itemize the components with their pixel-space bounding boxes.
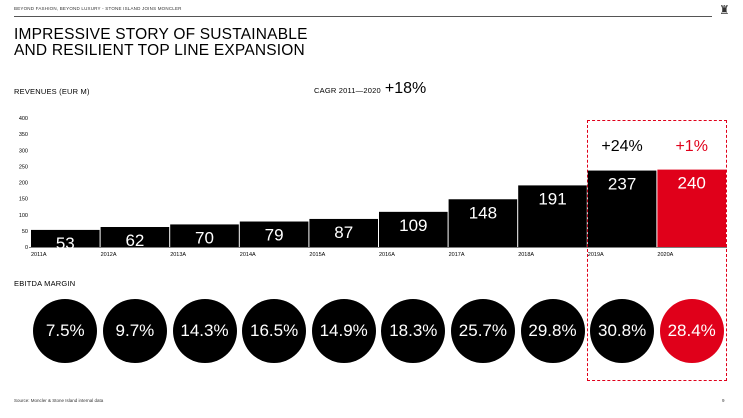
y-tick-label-8: 400	[19, 116, 28, 122]
bar-2019A	[587, 170, 657, 247]
x-tick-label-2011A: 2011A	[31, 252, 47, 258]
ebitda-circle-2011A: 7.5%	[33, 299, 98, 363]
x-tick-label-2020A: 2020A	[657, 252, 673, 258]
bar-2020A	[657, 169, 726, 247]
y-tick-label-3: 150	[19, 197, 28, 203]
header-breadcrumb: BEYOND FASHION, BEYOND LUXURY - STONE IS…	[14, 6, 182, 11]
ebitda-circle-2014A: 16.5%	[242, 299, 307, 363]
y-tick-label-4: 200	[19, 181, 28, 187]
y-tick-label-5: 250	[19, 164, 28, 170]
cagr-callout: CAGR 2011—2020 +18%	[314, 80, 426, 98]
cagr-value: +18%	[384, 80, 427, 97]
bar-2012A	[100, 227, 170, 247]
bar-value-label-2016A: 109	[399, 216, 427, 235]
revenues-label: REVENUES (EUR M)	[14, 87, 90, 96]
bar-value-label-2011A: 53	[56, 234, 75, 253]
page-title: IMPRESSIVE STORY OF SUSTAINABLE AND RESI…	[14, 27, 308, 58]
y-tick-label-2: 100	[19, 213, 28, 219]
ebitda-circle-2018A: 29.8%	[520, 299, 585, 363]
bar-2014A	[239, 221, 309, 247]
bar-value-label-2013A: 70	[195, 228, 214, 247]
page-number: 9	[722, 398, 725, 403]
y-tick-label-1: 50	[22, 229, 28, 235]
bar-value-label-2015A: 87	[334, 223, 353, 242]
y-tick-label-6: 300	[19, 148, 28, 154]
x-tick-label-2016A: 2016A	[379, 252, 395, 258]
x-tick-label-2013A: 2013A	[170, 252, 186, 258]
bar-2017A	[448, 199, 518, 247]
ebitda-circle-2019A: 30.8%	[590, 299, 655, 363]
growth-label-2019: +24%	[601, 138, 642, 155]
bar-value-label-2019A: 237	[608, 175, 636, 194]
x-tick-label-2017A: 2017A	[449, 252, 465, 258]
ebitda-circle-2017A: 25.7%	[450, 299, 515, 363]
moncler-rooster-icon: ♜	[719, 3, 730, 17]
bar-value-label-2012A: 62	[125, 231, 144, 250]
ebitda-circle-2013A: 14.3%	[172, 299, 237, 363]
bar-value-label-2014A: 79	[265, 226, 284, 245]
ebitda-circle-2016A: 18.3%	[381, 299, 446, 363]
bar-2011A	[31, 229, 100, 247]
ebitda-circle-2015A: 14.9%	[311, 299, 376, 363]
source-note: Source: Moncler & Stone Island internal …	[14, 398, 104, 403]
bar-2013A	[170, 224, 239, 247]
x-tick-label-2014A: 2014A	[240, 252, 256, 258]
cagr-label: CAGR 2011—2020	[314, 86, 381, 95]
bar-value-label-2017A: 148	[469, 203, 497, 222]
y-tick-label-0: 0	[25, 245, 28, 251]
bar-2018A	[518, 185, 587, 247]
bar-value-label-2020A: 240	[678, 174, 706, 193]
x-tick-label-2015A: 2015A	[309, 252, 325, 258]
growth-label-2020: +1%	[675, 138, 707, 155]
recent-years-highlight-box	[587, 120, 727, 381]
bar-2015A	[309, 218, 378, 247]
page-title-line1: IMPRESSIVE STORY OF SUSTAINABLE	[14, 26, 308, 43]
x-tick-label-2018A: 2018A	[518, 252, 534, 258]
bar-2016A	[379, 211, 448, 247]
bar-value-label-2018A: 191	[538, 189, 566, 208]
ebitda-circle-2020A: 28.4%	[659, 299, 724, 363]
y-tick-label-7: 350	[19, 132, 28, 138]
ebitda-margin-label: EBITDA MARGIN	[14, 279, 76, 288]
x-tick-label-2019A: 2019A	[588, 252, 604, 258]
page-title-line2: AND RESILIENT TOP LINE EXPANSION	[14, 41, 305, 59]
ebitda-circle-2012A: 9.7%	[102, 299, 167, 363]
x-tick-label-2012A: 2012A	[101, 252, 117, 258]
header-divider	[14, 16, 712, 17]
